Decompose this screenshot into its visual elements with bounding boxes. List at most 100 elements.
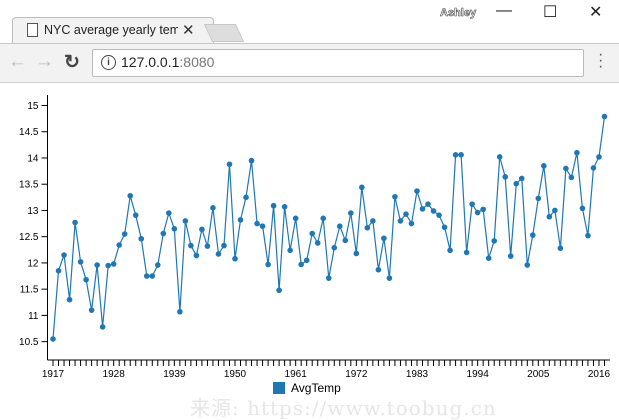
data-point: [254, 220, 260, 227]
data-point: [281, 203, 288, 210]
data-point: [370, 218, 376, 224]
data-points: [50, 113, 608, 342]
y-tick-label: 12.5: [19, 232, 39, 243]
data-point: [348, 210, 354, 216]
window-close-icon[interactable]: ✕: [589, 4, 603, 21]
data-point: [524, 262, 531, 268]
x-tick-label: 1939: [163, 369, 186, 380]
data-point: [138, 235, 145, 242]
y-tick-label: 14: [27, 153, 39, 164]
url-port: :8080: [179, 54, 215, 70]
data-point: [177, 308, 183, 315]
x-axis: 1917 1928 1939 1950 1961 1972 1983 1994 2005 2016: [42, 359, 611, 380]
data-point: [557, 245, 564, 252]
data-point: [480, 206, 486, 213]
data-point: [585, 232, 591, 239]
data-point: [458, 152, 464, 158]
data-point: [320, 215, 327, 222]
data-point: [199, 226, 205, 233]
x-tick-label: 1972: [345, 369, 368, 380]
data-point: [66, 296, 73, 303]
y-tick-label: 13: [27, 206, 39, 217]
data-point: [579, 205, 586, 212]
y-tick-label: 14.5: [19, 127, 39, 138]
page-icon: [27, 23, 38, 37]
forward-icon[interactable]: →: [35, 51, 54, 72]
data-point: [116, 242, 122, 248]
data-point: [188, 242, 194, 249]
y-tick-label: 11.5: [20, 285, 39, 296]
data-point: [469, 201, 475, 207]
data-point: [143, 273, 150, 279]
data-point: [182, 218, 189, 224]
menu-icon[interactable]: · · ·: [598, 46, 604, 75]
data-point: [237, 217, 244, 223]
data-point: [149, 273, 156, 279]
data-point: [590, 165, 597, 171]
data-point: [160, 230, 167, 237]
y-tick-label: 13.5: [19, 180, 39, 191]
minimize-icon[interactable]: —: [496, 2, 512, 19]
data-point: [336, 223, 343, 229]
reload-icon[interactable]: ↻: [64, 52, 80, 73]
data-point: [381, 235, 387, 242]
data-point: [507, 253, 514, 259]
x-tick-label: 2016: [588, 369, 611, 380]
data-point: [485, 255, 492, 261]
data-point: [243, 194, 249, 201]
data-point: [568, 174, 575, 181]
data-point: [342, 237, 349, 244]
data-point: [491, 238, 497, 244]
url-text[interactable]: 127.0.0.1:8080: [121, 54, 214, 70]
maximize-icon[interactable]: ☐: [543, 4, 558, 21]
data-point: [601, 113, 608, 120]
data-point: [83, 276, 89, 283]
data-point: [364, 224, 371, 231]
data-point: [397, 218, 404, 224]
data-point: [171, 226, 178, 232]
data-point: [463, 249, 470, 256]
back-icon[interactable]: ←: [8, 51, 27, 72]
x-tick-label: 1961: [285, 369, 308, 380]
address-bar[interactable]: i 127.0.0.1:8080: [92, 49, 584, 77]
tab-title[interactable]: NYC average yearly temp: [44, 23, 178, 37]
data-point: [452, 152, 459, 158]
x-tick-label: 1928: [103, 369, 126, 380]
data-point: [50, 336, 56, 342]
data-point: [474, 209, 481, 216]
x-tick-label: 1983: [406, 369, 429, 380]
browser-tab[interactable]: [12, 17, 214, 44]
legend-swatch-avgtemp: [273, 382, 285, 394]
profile-name[interactable]: Ashley: [440, 7, 477, 20]
data-point: [414, 188, 420, 194]
data-point: [94, 262, 100, 268]
data-point: [99, 324, 106, 330]
close-icon[interactable]: ✕: [182, 22, 195, 39]
data-point: [314, 240, 321, 246]
data-point: [276, 287, 282, 294]
legend-label-avgtemp: AvgTemp: [291, 381, 341, 395]
watermark: 来源: https://www.toobug.cn: [190, 396, 497, 420]
data-point: [193, 252, 200, 259]
info-icon[interactable]: i: [101, 55, 116, 70]
data-point: [563, 165, 569, 172]
data-point: [105, 262, 111, 269]
y-axis: 10.5 11 11.5 12 12.5 13 13.5 14 14.5 15: [19, 95, 48, 360]
x-tick-label: 1917: [42, 369, 65, 380]
x-tick-label: 2005: [527, 369, 550, 380]
data-point: [232, 255, 238, 262]
data-point: [353, 250, 360, 257]
data-point: [298, 261, 304, 268]
data-point: [441, 224, 448, 231]
data-point: [166, 210, 172, 216]
data-point: [359, 184, 365, 191]
data-point: [408, 220, 415, 227]
data-point: [436, 212, 442, 218]
data-point: [552, 207, 558, 214]
data-point: [270, 202, 277, 209]
data-point: [574, 149, 580, 156]
y-tick-label: 15: [27, 101, 39, 112]
data-point: [215, 251, 222, 257]
y-tick-label: 10.5: [19, 337, 39, 348]
